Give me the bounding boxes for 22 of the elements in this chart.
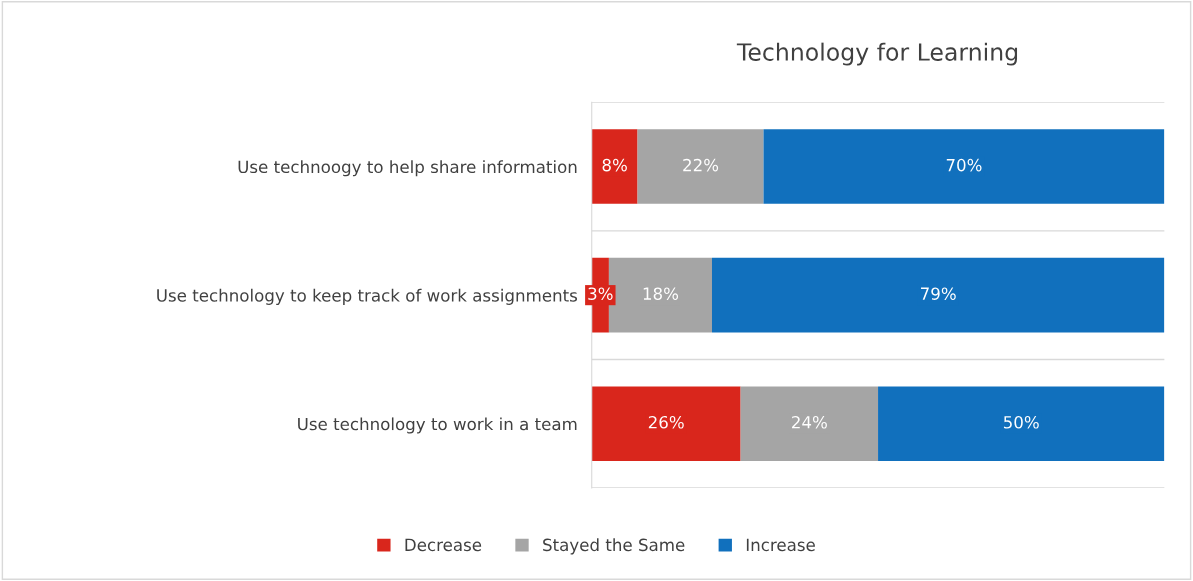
data-label: 24% xyxy=(792,415,827,429)
bar xyxy=(878,386,1165,462)
y-tick-label: Use technology to work in a team xyxy=(298,417,577,434)
y-tick-label: Use technoogy to help share information xyxy=(238,160,577,177)
data-label: 26% xyxy=(648,415,684,429)
y-tick-label: Use technology to keep track of work assignments xyxy=(157,288,578,305)
data-label: 3% xyxy=(588,287,613,300)
data-label: 79% xyxy=(921,287,956,300)
data-label: 8% xyxy=(602,158,627,172)
data-label: 22% xyxy=(683,158,719,172)
bar xyxy=(711,257,1165,333)
legend-label: Decrease xyxy=(405,538,482,552)
bar xyxy=(763,129,1165,204)
data-label: 50% xyxy=(1003,415,1039,429)
bar xyxy=(591,386,741,462)
legend-label: Increase xyxy=(746,538,815,552)
legend-label: Stayed the Same xyxy=(543,538,685,555)
data-label: 18% xyxy=(643,287,679,300)
bar xyxy=(740,386,879,462)
data-label: 70% xyxy=(946,158,982,172)
chart-title: Technology for Learning xyxy=(736,42,1018,66)
bar xyxy=(637,129,764,204)
